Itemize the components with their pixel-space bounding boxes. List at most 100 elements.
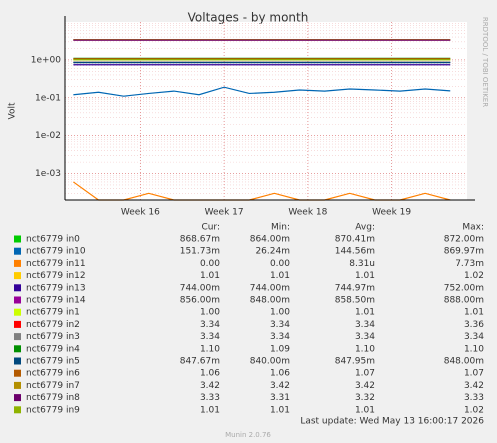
legend-stat: 744.00m [250,283,290,293]
legend-header: Avg: [355,223,375,233]
legend-label: nct6779 in0 [26,235,80,245]
legend-stat: 1.00 [200,308,220,318]
legend-label: nct6779 in12 [26,271,86,281]
legend-swatch [14,235,21,243]
legend-stat: 1.01 [270,271,290,281]
chart-title: Voltages - by month [188,11,309,25]
legend-stat: 3.42 [464,381,484,391]
legend-stat: 1.06 [200,369,220,379]
legend-label: nct6779 in7 [26,381,80,391]
legend-stat: 3.32 [355,393,375,403]
legend-label: nct6779 in5 [26,357,80,367]
legend-stat: 1.10 [200,344,220,354]
legend-stat: 752.00m [444,283,484,293]
legend-stat: 3.42 [355,381,375,391]
legend-label: nct6779 in6 [26,369,80,379]
legend-stat: 3.34 [270,320,290,330]
legend-label: nct6779 in4 [26,344,80,354]
y-tick-label: 1e-02 [35,131,61,141]
legend-stat: 1.01 [200,405,220,415]
legend-stat: 856.00m [180,296,220,306]
legend-swatch [14,259,21,267]
legend-swatch [14,394,21,402]
legend-label: nct6779 in14 [26,296,86,306]
legend-stat: 1.02 [464,271,484,281]
legend-label: nct6779 in3 [26,332,80,342]
legend-stat: 888.00m [444,296,484,306]
y-axis-label: Volt [8,102,18,119]
legend-swatch [14,272,21,280]
legend-header: Cur: [201,223,220,233]
legend-stat: 872.00m [444,235,484,245]
legend-stat: 1.01 [270,405,290,415]
legend-label: nct6779 in9 [26,405,80,415]
legend-stat: 1.01 [464,308,484,318]
legend-stat: 3.34 [355,332,375,342]
legend-stat: 3.33 [200,393,220,403]
legend-swatch [14,308,21,316]
legend-stat: 858.50m [335,296,375,306]
x-tick-label: Week 16 [121,208,160,218]
legend-stat: 744.97m [335,283,375,293]
x-tick-label: Week 17 [205,208,244,218]
x-tick-label: Week 18 [288,208,327,218]
legend-stat: 848.00m [444,357,484,367]
legend-stat: 0.00 [200,259,220,269]
legend-stat: 1.10 [464,344,484,354]
y-tick-label: 1e-01 [35,93,61,103]
version: Munin 2.0.76 [225,431,271,439]
legend-stat: 1.07 [355,369,375,379]
legend-stat: 3.34 [270,332,290,342]
legend-stat: 26.24m [255,247,290,257]
legend-stat: 8.31u [349,259,375,269]
legend-label: nct6779 in8 [26,393,80,403]
y-tick-label: 1e-03 [35,169,61,179]
series-line [73,86,451,97]
credit: RRDTOOL / TOBI OETIKER [481,17,489,107]
legend-stat: 848.00m [250,296,290,306]
legend-stat: 1.01 [355,271,375,281]
legend-stat: 869.97m [444,247,484,257]
legend-stat: 870.41m [335,235,375,245]
plot-area [65,22,467,200]
legend-header: Max: [462,223,484,233]
legend-stat: 3.34 [355,320,375,330]
legend-stat: 1.00 [270,308,290,318]
legend-stat: 1.07 [464,369,484,379]
legend-swatch [14,357,21,365]
legend-swatch [14,369,21,377]
last-update: Last update: Wed May 13 16:00:17 2026 [300,417,484,427]
legend-stat: 840.00m [250,357,290,367]
legend-stat: 868.67m [180,235,220,245]
legend-stat: 3.34 [464,332,484,342]
legend-stat: 1.01 [355,405,375,415]
legend-stat: 1.06 [270,369,290,379]
legend-label: nct6779 in1 [26,308,80,318]
legend-swatch [14,345,21,353]
legend-swatch [14,247,21,255]
x-tick-label: Week 19 [372,208,411,218]
legend-header: Min: [271,223,290,233]
legend-label: nct6779 in13 [26,283,86,293]
legend-stat: 847.67m [180,357,220,367]
legend-swatch [14,296,21,304]
legend-stat: 151.73m [180,247,220,257]
legend-swatch [14,333,21,341]
legend-stat: 7.73m [455,259,484,269]
legend-stat: 144.56m [335,247,375,257]
legend-swatch [14,320,21,328]
legend-stat: 3.42 [270,381,290,391]
y-tick-label: 1e+00 [31,55,62,65]
legend-stat: 1.02 [464,405,484,415]
legend-label: nct6779 in10 [26,247,86,257]
legend-stat: 3.33 [464,393,484,403]
legend-stat: 3.42 [200,381,220,391]
legend-stat: 847.95m [335,357,375,367]
legend-stat: 3.31 [270,393,290,403]
legend-stat: 0.00 [270,259,290,269]
legend-label: nct6779 in11 [26,259,86,269]
legend-stat: 1.01 [355,308,375,318]
legend-swatch [14,406,21,414]
